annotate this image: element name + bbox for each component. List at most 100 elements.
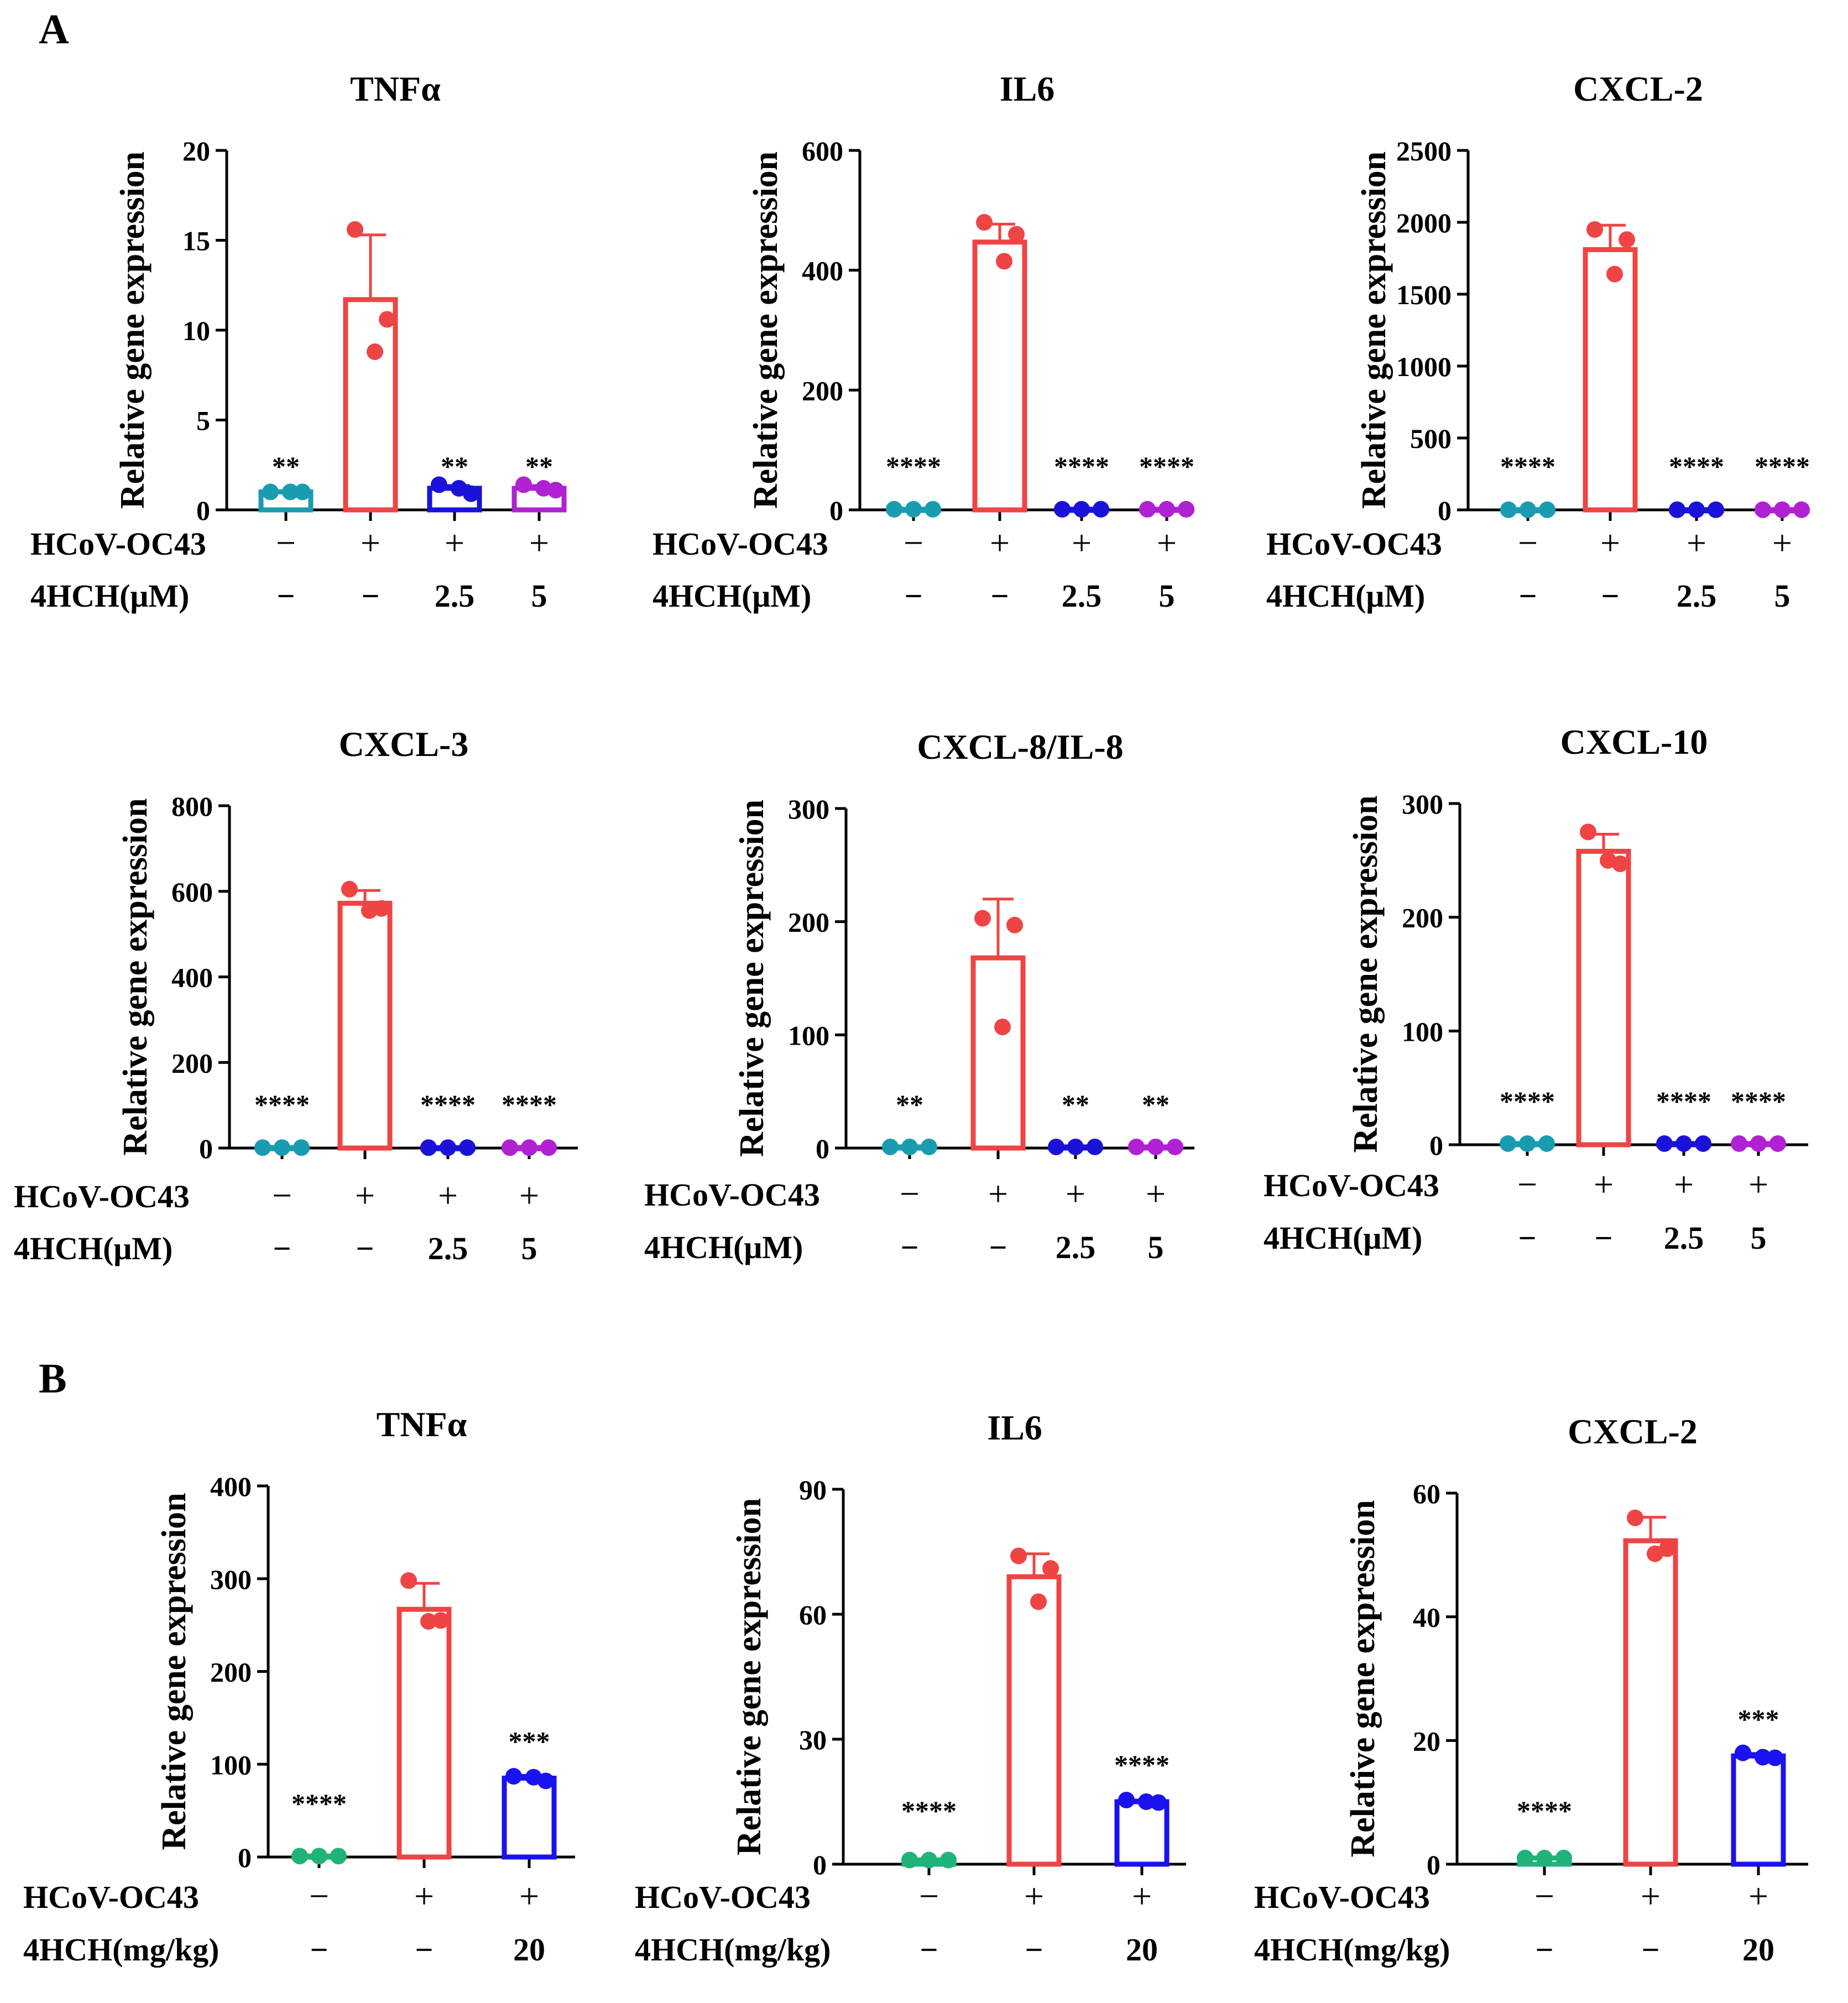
row2-value: − bbox=[1518, 1220, 1536, 1256]
chart-a-cxcl3: CXCL-3 Relative gene expression 0 200 400 600… bbox=[14, 724, 578, 1266]
data-point bbox=[1539, 501, 1555, 518]
row1-value: + bbox=[445, 523, 464, 562]
row2-value: 5 bbox=[1751, 1220, 1767, 1256]
significance-label: **** bbox=[291, 1788, 347, 1819]
row2-value: 5 bbox=[1159, 578, 1175, 614]
row2-value: 5 bbox=[521, 1230, 537, 1266]
bar bbox=[972, 239, 1027, 513]
row1-value: + bbox=[1132, 1876, 1152, 1916]
y-tick-label: 200 bbox=[802, 375, 843, 406]
row2-value: − bbox=[900, 1229, 918, 1265]
y-tick-label: 60 bbox=[799, 1599, 827, 1630]
data-point bbox=[1087, 1138, 1103, 1155]
data-point bbox=[1769, 1135, 1786, 1152]
y-tick-label: 15 bbox=[182, 226, 210, 257]
data-point bbox=[1767, 1749, 1783, 1766]
data-point bbox=[1555, 1849, 1572, 1866]
row1-value: + bbox=[1024, 1876, 1044, 1916]
row2-value: − bbox=[273, 1230, 291, 1266]
bar bbox=[1006, 1574, 1062, 1867]
row1-value: + bbox=[1772, 523, 1792, 562]
row1-value: + bbox=[1146, 1174, 1166, 1213]
row1-value: − bbox=[272, 1176, 292, 1215]
row1-value: + bbox=[519, 1876, 539, 1916]
row2-label: 4HCH(μM) bbox=[1264, 1220, 1422, 1256]
bar bbox=[970, 955, 1026, 1151]
data-point bbox=[1606, 265, 1623, 283]
row2-value: − bbox=[920, 1932, 938, 1968]
data-point bbox=[1708, 501, 1724, 518]
data-point bbox=[1138, 1793, 1155, 1810]
row2-label: 4HCH(mg/kg) bbox=[23, 1932, 219, 1968]
chart-b-cxcl2: CXCL-2 Relative gene expression 0 20 40 60 ***… bbox=[1254, 1412, 1808, 1968]
bar bbox=[1623, 1538, 1678, 1867]
chart-title: CXCL-3 bbox=[339, 724, 469, 764]
data-point bbox=[1695, 1135, 1711, 1152]
y-tick-label: 30 bbox=[799, 1724, 827, 1755]
row2-value: − bbox=[1594, 1220, 1612, 1256]
data-point bbox=[1128, 1138, 1145, 1155]
y-axis-label: Relative gene expression bbox=[733, 800, 771, 1157]
y-tick-label: 40 bbox=[1413, 1602, 1440, 1633]
data-point bbox=[400, 1572, 417, 1589]
data-point bbox=[1586, 221, 1603, 238]
significance-label: **** bbox=[1114, 1749, 1170, 1780]
y-tick-label: 800 bbox=[171, 791, 213, 822]
data-point bbox=[921, 1138, 937, 1155]
data-point bbox=[420, 1139, 437, 1156]
significance-label: ** bbox=[272, 451, 300, 482]
data-point bbox=[1010, 1547, 1027, 1564]
significance-label: *** bbox=[509, 1725, 550, 1756]
row1-value: + bbox=[1600, 523, 1620, 562]
data-point bbox=[901, 1138, 918, 1155]
y-tick-label: 1500 bbox=[1396, 279, 1452, 310]
data-point bbox=[1735, 1744, 1751, 1761]
row1-label: HCoV-OC43 bbox=[635, 1879, 811, 1915]
row1-label: HCoV-OC43 bbox=[644, 1177, 820, 1213]
data-point bbox=[1030, 1593, 1047, 1610]
row2-value: − bbox=[356, 1230, 374, 1266]
data-point bbox=[1500, 1135, 1516, 1152]
significance-label: **** bbox=[502, 1089, 557, 1120]
y-tick-label: 0 bbox=[1438, 495, 1452, 526]
data-point bbox=[1793, 501, 1810, 518]
data-point bbox=[1178, 500, 1194, 518]
y-tick-label: 300 bbox=[788, 794, 829, 825]
y-tick-label: 2000 bbox=[1396, 207, 1452, 238]
row2-value: − bbox=[1535, 1932, 1553, 1968]
data-point bbox=[1675, 1135, 1692, 1152]
y-tick-label: 400 bbox=[802, 255, 843, 286]
bar bbox=[1114, 1799, 1170, 1867]
row2-value: − bbox=[361, 578, 379, 614]
y-tick-label: 0 bbox=[816, 1133, 829, 1164]
panel-label-a: A bbox=[39, 6, 69, 53]
bar bbox=[1576, 848, 1631, 1147]
row2-value: − bbox=[989, 1229, 1007, 1265]
y-tick-label: 600 bbox=[171, 877, 213, 907]
significance-label: **** bbox=[1139, 451, 1194, 482]
data-point bbox=[1048, 1138, 1064, 1155]
data-point bbox=[1054, 500, 1071, 518]
significance-label: **** bbox=[901, 1795, 957, 1826]
data-point bbox=[274, 1139, 290, 1156]
data-point bbox=[330, 1848, 347, 1865]
data-point bbox=[925, 500, 941, 518]
row2-value: 20 bbox=[1126, 1932, 1158, 1968]
significance-label: **** bbox=[1669, 451, 1724, 482]
row2-value: − bbox=[1025, 1932, 1043, 1968]
data-point bbox=[940, 1851, 957, 1869]
row1-value: + bbox=[438, 1176, 458, 1215]
chart-title: CXCL-2 bbox=[1568, 1412, 1698, 1451]
row1-value: − bbox=[1517, 1165, 1537, 1204]
row1-value: + bbox=[1674, 1165, 1694, 1204]
chart-title: CXCL-10 bbox=[1560, 722, 1708, 761]
data-point bbox=[1118, 1791, 1135, 1808]
y-axis-label: Relative gene expression bbox=[155, 1493, 193, 1850]
bar bbox=[343, 297, 398, 513]
significance-label: **** bbox=[1054, 451, 1109, 482]
row1-value: + bbox=[519, 1176, 539, 1215]
data-point bbox=[1500, 501, 1517, 518]
y-tick-label: 400 bbox=[210, 1471, 252, 1502]
y-tick-label: 200 bbox=[171, 1047, 213, 1078]
